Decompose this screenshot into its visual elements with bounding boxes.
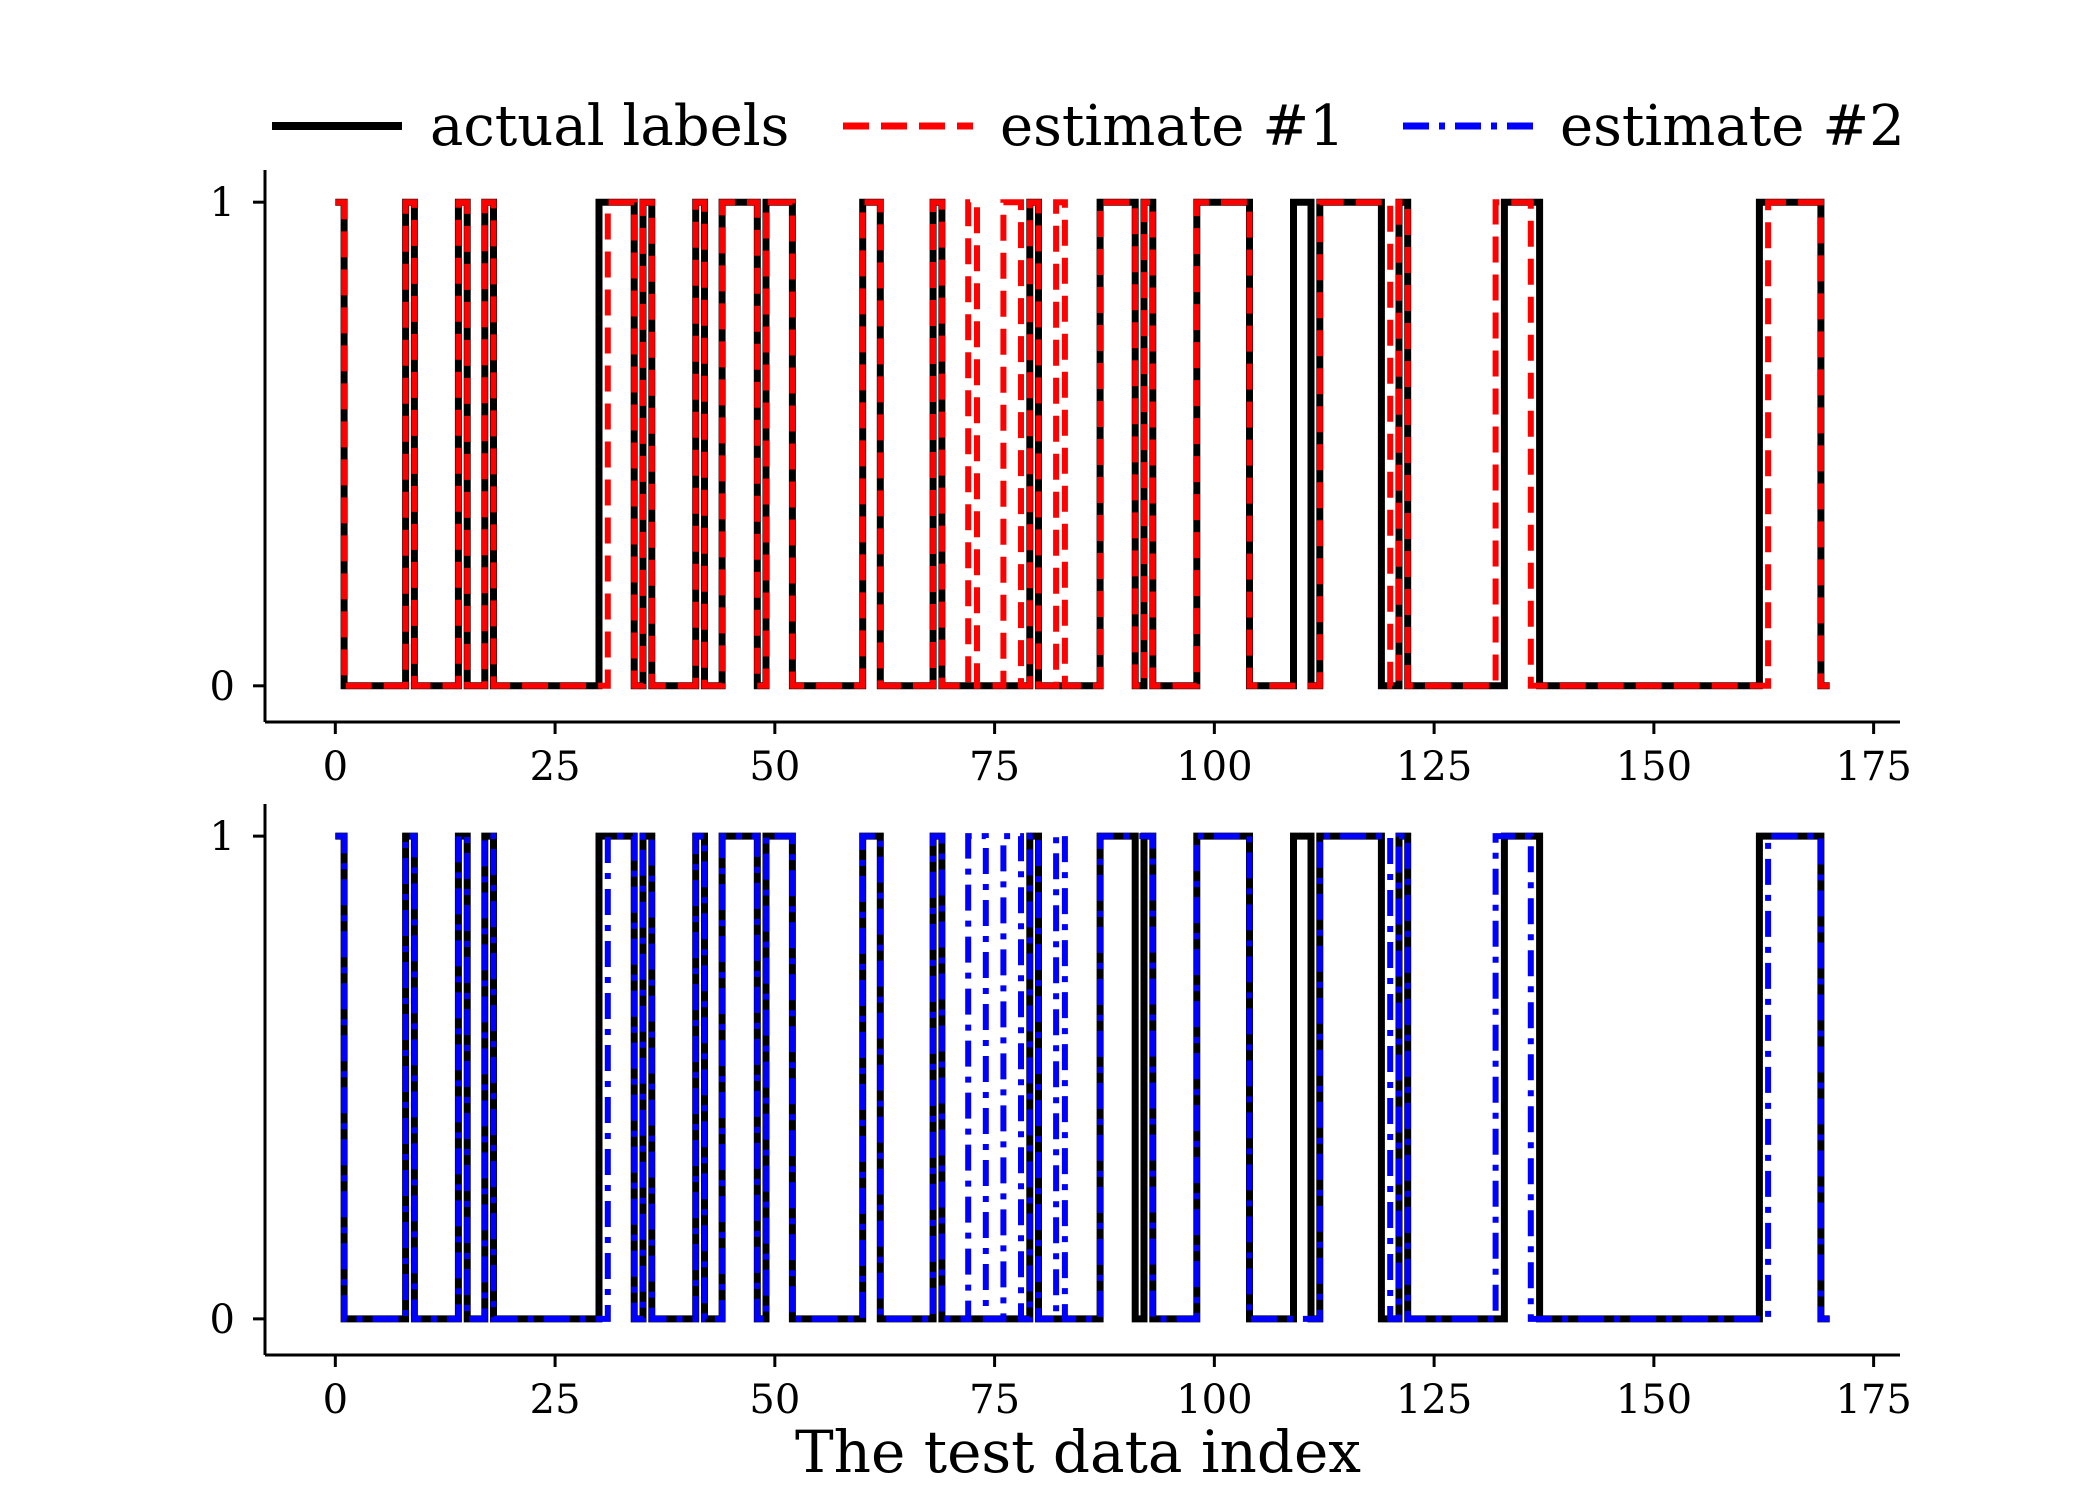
x-tick-label: 150 (1616, 1377, 1692, 1423)
x-tick-label: 100 (1176, 1377, 1252, 1423)
x-tick-label: 75 (969, 1377, 1020, 1423)
x-tick-label: 175 (1835, 744, 1911, 790)
x-tick-label: 0 (323, 744, 348, 790)
y-tick-label: 0 (210, 664, 235, 710)
series-line-actual-labels (335, 198, 1830, 690)
y-tick-label: 1 (210, 814, 235, 860)
legend-label-actual: actual labels (430, 94, 789, 159)
legend: actual labels estimate #1 estimate #2 (272, 94, 1905, 159)
x-axis-label: The test data index (795, 1418, 1361, 1486)
series-line-estimate-1 (335, 199, 1830, 689)
x-tick-label: 50 (749, 744, 800, 790)
x-tick-label: 150 (1616, 744, 1692, 790)
x-tick-label: 50 (749, 1377, 800, 1423)
x-tick-label: 25 (530, 744, 581, 790)
x-tick-label: 125 (1396, 1377, 1472, 1423)
series-line-estimate-2 (335, 833, 1830, 1322)
bottom-panel: 0 25 50 75 100 125 150 175 0 1 (210, 804, 1912, 1423)
x-tick-label: 125 (1396, 744, 1472, 790)
top-panel: 0 25 50 75 100 125 150 175 0 1 (210, 170, 1912, 790)
x-tick-label: 0 (323, 1377, 348, 1423)
legend-label-estimate-2: estimate #2 (1560, 94, 1905, 159)
x-tick-label: 175 (1835, 1377, 1911, 1423)
x-tick-label: 75 (969, 744, 1020, 790)
x-tick-label: 25 (530, 1377, 581, 1423)
y-tick-label: 0 (210, 1297, 235, 1343)
y-tick-label: 1 (210, 180, 235, 226)
legend-label-estimate-1: estimate #1 (1000, 94, 1345, 159)
series-line-actual-labels (335, 832, 1830, 1323)
x-tick-label: 100 (1176, 744, 1252, 790)
